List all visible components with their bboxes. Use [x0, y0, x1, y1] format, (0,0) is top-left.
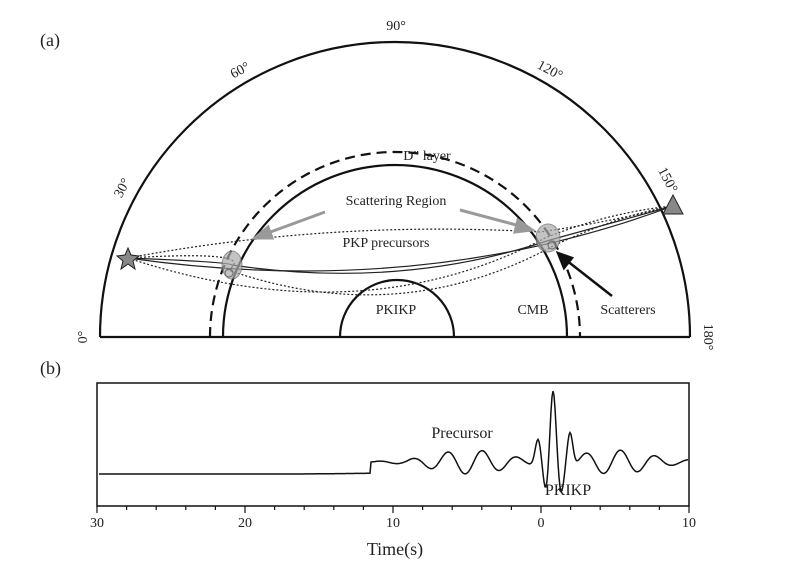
pkikp-label: PKIKP [545, 482, 591, 499]
precursor-label: Precursor [431, 425, 493, 442]
black-arrow [555, 250, 613, 297]
x-axis-label: Time(s) [367, 539, 423, 560]
waveform [99, 390, 689, 493]
d-layer-label: D″ layer [403, 149, 451, 164]
scatterers-label: Scatterers [600, 303, 655, 318]
panel-label: (b) [40, 358, 61, 379]
angle-label: 30° [112, 176, 134, 200]
receiver [662, 193, 684, 215]
panel-label: (a) [40, 30, 60, 51]
x-tick-label: 20 [238, 516, 252, 531]
cmb [221, 163, 569, 338]
source-star [115, 246, 141, 271]
angle-label: 150° [654, 165, 680, 196]
inner-core [338, 278, 456, 338]
scatterers [221, 223, 561, 280]
x-tick-label: 0 [538, 516, 545, 531]
angle-label: 60° [228, 60, 252, 82]
x-ticks [96, 506, 690, 513]
angle-label: 180° [700, 324, 715, 351]
earth-diagram [98, 40, 692, 339]
pkp-precursors-label: PKP precursors [343, 236, 430, 251]
surface [98, 40, 692, 338]
x-tick-label: 10 [682, 516, 696, 531]
cmb-label: CMB [517, 303, 548, 318]
x-tick-label: 30 [90, 516, 104, 531]
scattering-region-label: Scattering Region [346, 194, 447, 209]
angle-label: 90° [386, 19, 406, 34]
gray-arrows [250, 208, 537, 240]
angle-label: 0° [76, 331, 91, 344]
pkikp-label: PKIKP [376, 303, 417, 318]
plot-frame [96, 382, 690, 507]
x-tick-label: 10 [386, 516, 400, 531]
